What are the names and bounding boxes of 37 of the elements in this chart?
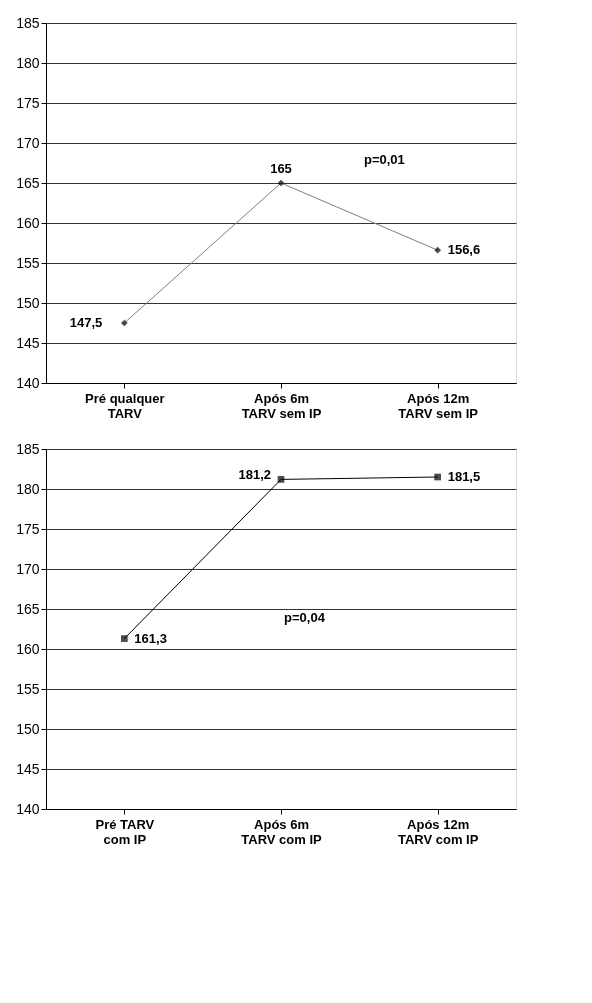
- data-label: 156,6: [447, 242, 481, 258]
- y-tick-label: 175: [16, 520, 40, 537]
- y-tick-label: 170: [16, 560, 40, 577]
- y-tick-label: 145: [16, 760, 40, 777]
- y-tick-label: 140: [16, 800, 40, 817]
- x-tick-label: Após 12m TARV com IP: [397, 816, 479, 847]
- y-tick-label: 185: [16, 440, 40, 457]
- y-tick-label: 160: [16, 214, 40, 231]
- data-label: 181,2: [238, 467, 271, 483]
- y-tick-label: 155: [16, 254, 40, 271]
- x-tick-label: Após 6m TARV sem IP: [241, 390, 322, 421]
- x-tick-label: Após 12m TARV sem IP: [398, 390, 479, 421]
- y-tick-label: 160: [16, 640, 40, 657]
- point: [434, 473, 442, 481]
- x-tick-label: Pré TARV com IP: [95, 816, 155, 847]
- data-label: 147,5: [69, 315, 103, 330]
- y-tick-label: 170: [16, 134, 40, 151]
- y-tick-label: 140: [16, 374, 40, 391]
- annotation: p=0,01: [363, 151, 405, 167]
- point: [120, 635, 128, 642]
- x-tick-label: Após 6m TARV com IP: [241, 816, 323, 847]
- x-tick-label: Pré qualquer TARV: [85, 390, 165, 421]
- y-tick-label: 150: [16, 294, 40, 311]
- y-tick-label: 155: [16, 680, 40, 697]
- data-label: 181,5: [447, 469, 481, 484]
- y-tick-label: 175: [16, 94, 40, 111]
- y-tick-label: 180: [16, 54, 40, 71]
- y-tick-label: 165: [16, 600, 40, 617]
- y-tick-label: 145: [16, 334, 40, 351]
- point: [277, 476, 285, 483]
- y-tick-label: 150: [16, 720, 40, 737]
- y-tick-label: 180: [16, 480, 40, 497]
- y-tick-label: 185: [16, 14, 40, 31]
- annotation: p=0,04: [284, 610, 326, 626]
- data-label: 161,3: [134, 630, 167, 646]
- data-label: 165: [270, 161, 292, 176]
- y-tick-label: 165: [16, 174, 40, 191]
